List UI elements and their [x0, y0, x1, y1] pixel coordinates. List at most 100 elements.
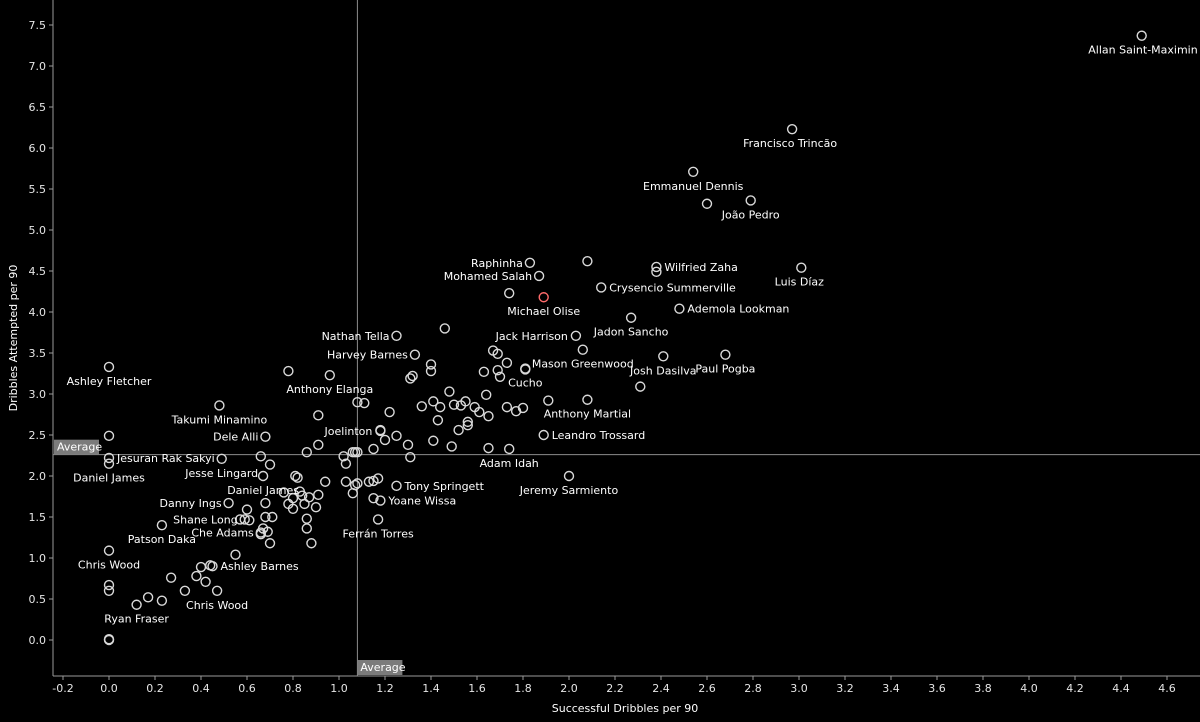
y-axis-title: Dribbles Attempted per 90 [7, 265, 20, 412]
scatter-point [156, 595, 168, 606]
point-label: Francisco Trincão [743, 137, 837, 150]
scatter-point [462, 419, 473, 431]
scatter-point [207, 561, 218, 572]
x-tick-label: 0.8 [284, 682, 302, 695]
point-label: Dele Alli [213, 431, 258, 444]
scatter-point [517, 402, 529, 414]
scatter-point [384, 406, 395, 418]
scatter-point [428, 396, 439, 407]
y-tick-label: 6.0 [29, 142, 47, 155]
point-label: Luis Díaz [775, 276, 824, 289]
scatter-point [405, 373, 416, 384]
scatter-point [478, 366, 490, 378]
point-label: Raphinha [471, 257, 523, 270]
scatter-point [103, 361, 115, 373]
x-tick-label: 1.2 [376, 682, 394, 695]
scatter-point [191, 570, 202, 582]
y-tick-label: 0.0 [29, 634, 47, 647]
scatter-point [494, 371, 506, 382]
scatter-point [658, 351, 669, 362]
x-tick-label: 2.4 [652, 682, 670, 695]
point-label: Takumi Minamino [171, 413, 268, 426]
scatter-point [375, 425, 386, 437]
scatter-point [349, 479, 361, 491]
scatter-point [260, 497, 271, 509]
y-tick-label: 5.5 [29, 183, 47, 196]
scatter-point [283, 365, 294, 377]
scatter-point [352, 478, 363, 489]
scatter-point [363, 476, 375, 487]
point-label: Harvey Barnes [327, 349, 408, 362]
point-label: Michael Olise [507, 305, 580, 318]
scatter-point [214, 400, 225, 411]
scatter-point [538, 429, 549, 441]
scatter-point [425, 359, 437, 370]
scatter-point [260, 511, 271, 523]
y-tick-label: 2.0 [29, 470, 47, 483]
x-tick-label: 3.0 [790, 682, 808, 695]
scatter-point [264, 459, 276, 470]
scatter-point [313, 439, 324, 451]
point-label: Tony Springett [404, 480, 485, 493]
scatter-point [262, 526, 273, 537]
scatter-point [287, 492, 299, 504]
scatter-point [462, 416, 473, 428]
scatter-point [504, 287, 515, 299]
scatter-point [444, 386, 455, 397]
scatter-point [483, 410, 494, 422]
scatter-point [379, 434, 391, 446]
x-average-label: Average [360, 661, 405, 674]
point-label: Emmanuel Dennis [643, 180, 744, 193]
y-tick-label: 2.5 [29, 429, 47, 442]
scatter-point [796, 262, 807, 273]
scatter-point [244, 515, 255, 526]
point-label: Chris Wood [186, 599, 248, 612]
scatter-point [368, 492, 379, 504]
scatter-point [103, 430, 115, 442]
scatter-point [428, 435, 439, 446]
point-label: Wilfried Zaha [664, 261, 737, 274]
point-label: Danny Ings [160, 497, 222, 510]
scatter-point [338, 451, 349, 462]
scatter-point [255, 451, 266, 462]
scatter-point [453, 424, 464, 436]
scatter-point [416, 401, 427, 412]
scatter-point [103, 452, 115, 464]
scatter-point [582, 394, 593, 405]
point-label: Anthony Martial [544, 408, 631, 421]
scatter-point [720, 349, 731, 360]
y-average-label: Average [57, 441, 102, 454]
scatter-point [651, 266, 662, 278]
scatter-point [241, 504, 253, 515]
point-label: Ryan Fraser [104, 613, 169, 626]
scatter-point [563, 470, 575, 482]
scatter-point [582, 255, 593, 267]
scatter-point [103, 579, 115, 591]
scatter-point [211, 585, 223, 596]
scatter-point [460, 396, 471, 407]
scatter-point [786, 123, 798, 135]
scatter-point [674, 303, 685, 314]
scatter-point [446, 441, 457, 452]
point-label: Daniel James [73, 472, 145, 485]
scatter-point [407, 370, 418, 382]
point-label: Che Adams [191, 527, 254, 540]
point-label: Josh Dasilva [629, 364, 696, 377]
scatter-point [625, 312, 637, 323]
scatter-point [299, 498, 310, 510]
scatter-point [260, 431, 271, 442]
scatter-point [501, 401, 513, 413]
x-tick-label: 1.4 [422, 682, 440, 695]
scatter-point [103, 633, 115, 645]
point-label: Ashley Barnes [221, 560, 299, 573]
scatter-point [255, 527, 266, 538]
y-tick-label: 3.5 [29, 347, 47, 360]
scatter-point [301, 523, 312, 534]
scatter-point [448, 399, 460, 410]
scatter-point [103, 458, 115, 469]
scatter-point [745, 195, 756, 206]
x-tick-label: 0.4 [192, 682, 210, 695]
scatter-point [324, 369, 335, 381]
scatter-point [368, 443, 379, 455]
x-tick-label: 0.2 [146, 682, 164, 695]
